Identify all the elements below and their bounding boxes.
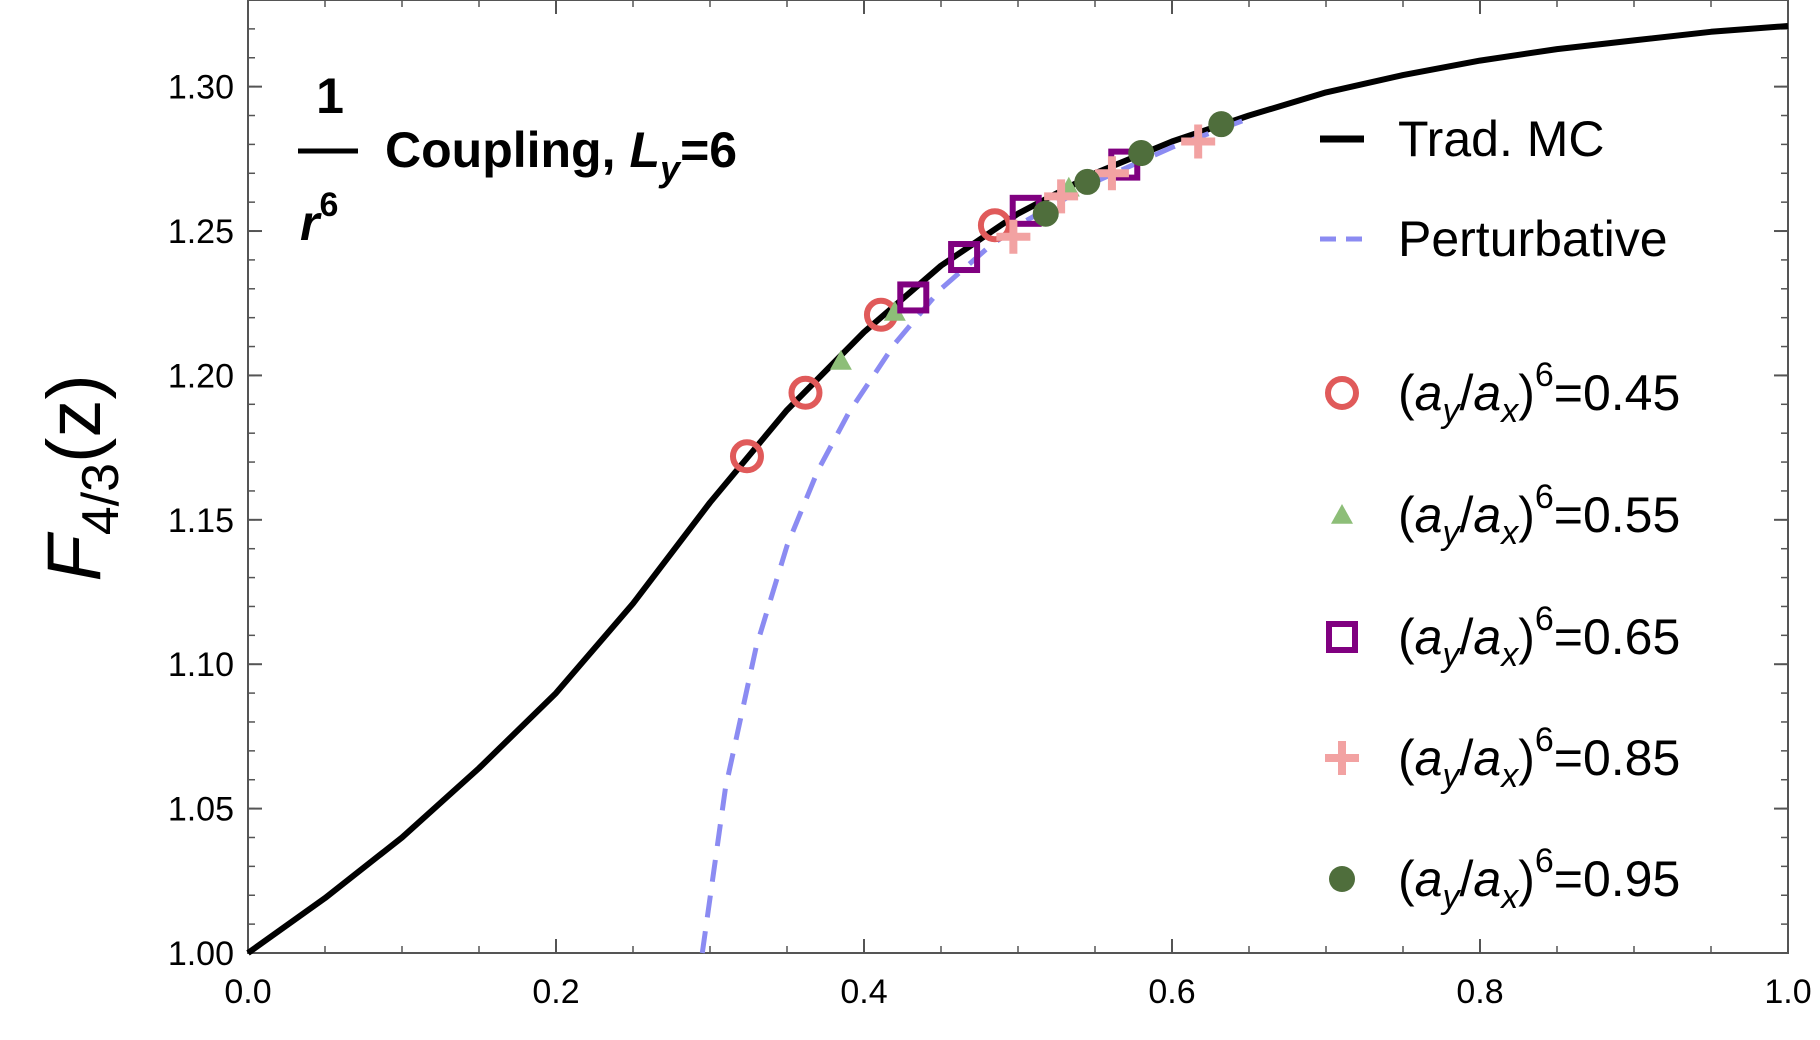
y-tick-label: 1.00 [168,935,234,973]
y-tick-label: 1.20 [168,357,234,395]
y-axis-label: F4/3(z) [32,374,130,581]
y-tick-label: 1.30 [168,69,234,107]
legend-label: (ay/ax)6=0.65 [1398,600,1680,674]
svg-text:F4/3(z): F4/3(z) [32,374,130,581]
legend-marker [1331,504,1353,524]
legend-label: (ay/ax)6=0.85 [1398,721,1680,795]
title-text: Coupling, Ly=6 [385,122,737,189]
data-point [1208,111,1235,138]
chart-title: 1 r6 Coupling, Ly=6 [298,68,737,251]
legend-label: Trad. MC [1398,111,1605,167]
x-tick-label: 0.0 [224,973,271,1011]
data-point [1128,140,1155,167]
data-point [788,375,823,410]
legend-marker [1325,376,1359,410]
legend-label: (ay/ax)6=0.55 [1398,478,1680,552]
data-point [1044,179,1079,214]
data-point [977,208,1012,243]
legend-marker [1325,741,1359,775]
legend-marker [1326,621,1358,653]
legend-label: Perturbative [1398,211,1668,267]
legend-label: (ay/ax)6=0.95 [1398,842,1680,916]
x-tick-label: 1.0 [1764,973,1811,1011]
data-point [829,349,852,370]
data-point [996,219,1031,254]
data-point [1181,124,1216,159]
y-tick-label: 1.05 [168,791,234,829]
legend-label: (ay/ax)6=0.45 [1398,356,1680,430]
title-denominator: r6 [300,186,338,251]
data-point [948,241,981,274]
legend-marker [1329,866,1355,892]
trad-mc-line [246,23,1789,956]
legend: Trad. MC Perturbative (ay/ax)6=0.45 (ay/ax)… [1320,111,1680,916]
axes: 0.0 0.2 0.4 0.6 0.8 1.0 1.00 1.05 1.10 1.15 1.20 1.… [168,0,1812,1011]
y-tick-label: 1.10 [168,646,234,684]
x-tick-label: 0.2 [532,973,579,1011]
data-point [1074,168,1101,195]
title-numerator: 1 [316,68,344,124]
x-tick-label: 0.4 [840,973,887,1011]
data-point [897,281,930,314]
y-tick-label: 1.25 [168,213,234,251]
y-tick-label: 1.15 [168,502,234,540]
data-point [883,300,906,321]
series-points [729,111,1235,474]
x-tick-label: 0.6 [1148,973,1195,1011]
x-tick-label: 0.8 [1456,973,1503,1011]
data-point [1094,156,1129,191]
data-point [729,439,764,474]
data-point [1032,200,1059,227]
